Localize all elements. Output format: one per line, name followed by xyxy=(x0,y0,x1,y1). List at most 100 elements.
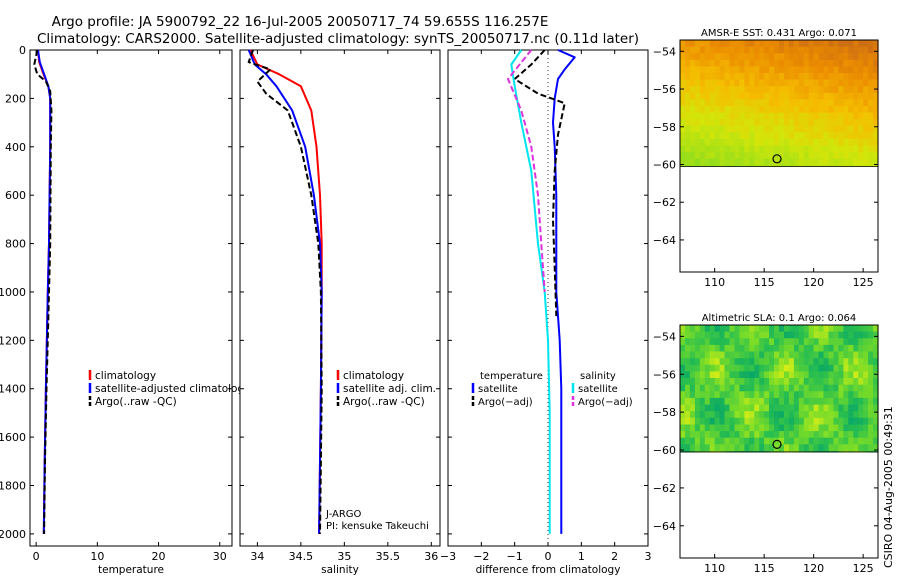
heatmap-cell xyxy=(843,391,849,399)
heatmap-cell xyxy=(788,417,795,425)
heatmap-cell xyxy=(680,384,686,392)
heatmap-cell xyxy=(779,417,785,425)
heatmap-cell xyxy=(714,66,721,74)
heatmap-cell xyxy=(734,331,740,339)
heatmap-cell xyxy=(724,46,731,54)
heatmap-cell xyxy=(803,444,810,452)
heatmap-cell xyxy=(868,158,874,166)
heatmap-cell xyxy=(704,378,711,386)
heatmap-cell xyxy=(788,397,795,406)
heatmap-cell xyxy=(709,444,716,452)
heatmap-cell xyxy=(803,404,810,412)
heatmap-cell xyxy=(788,139,795,147)
heatmap-cell xyxy=(739,86,745,94)
heatmap-cell xyxy=(774,351,780,359)
heatmap-cell xyxy=(828,397,835,406)
y-tick-label: 600 xyxy=(5,189,26,202)
heatmap-cell xyxy=(719,53,726,61)
heatmap-cell xyxy=(798,325,805,333)
heatmap-cell xyxy=(685,338,691,346)
heatmap-cell xyxy=(823,99,830,107)
heatmap-cell xyxy=(793,59,800,67)
heatmap-cell xyxy=(843,125,849,133)
y-tick-label: 1000 xyxy=(0,286,26,299)
heatmap-cell xyxy=(704,112,711,120)
heatmap-cell xyxy=(784,384,790,392)
heatmap-cell xyxy=(714,424,721,432)
heatmap-cell xyxy=(769,86,775,94)
heatmap-cell xyxy=(734,106,740,114)
heatmap-cell xyxy=(759,46,765,54)
heatmap-cell xyxy=(838,99,844,107)
heatmap-cell xyxy=(685,411,691,419)
heatmap-cell xyxy=(709,152,716,160)
heatmap-cell xyxy=(764,66,770,74)
heatmap-cell xyxy=(719,139,726,147)
heatmap-cell xyxy=(838,351,844,359)
heatmap-cell xyxy=(699,92,706,100)
heatmap-cell xyxy=(858,338,864,346)
heatmap-cell xyxy=(808,397,815,406)
heatmap-cell xyxy=(858,378,864,386)
heatmap-cell xyxy=(729,46,736,54)
heatmap-cell xyxy=(798,344,805,353)
heatmap-cell xyxy=(863,158,869,166)
heatmap-cell xyxy=(873,371,879,379)
heatmap-cell xyxy=(749,344,755,353)
heatmap-cell xyxy=(744,351,750,359)
heatmap-cell xyxy=(685,424,691,432)
heatmap-cell xyxy=(803,384,810,392)
heatmap-cell xyxy=(823,40,830,48)
heatmap-cell xyxy=(823,152,830,160)
heatmap-cell xyxy=(699,99,706,107)
heatmap-cell xyxy=(828,391,835,399)
heatmap-cell xyxy=(843,404,849,412)
heatmap-cell xyxy=(704,145,711,153)
heatmap-cell xyxy=(709,106,716,114)
heatmap-cell xyxy=(873,404,879,412)
heatmap-cell xyxy=(769,331,775,339)
heatmap-cell xyxy=(734,371,740,379)
heatmap-cell xyxy=(714,378,721,386)
heatmap-cell xyxy=(793,119,800,127)
heatmap-cell xyxy=(749,92,755,100)
heatmap-cell xyxy=(704,391,711,399)
heatmap-cell xyxy=(754,358,760,366)
heatmap-cell xyxy=(853,371,859,379)
heatmap-cell xyxy=(759,397,765,406)
heatmap-cell xyxy=(848,378,854,386)
heatmap-cell xyxy=(863,125,869,133)
heatmap-cell xyxy=(784,404,790,412)
heatmap-cell xyxy=(808,411,815,419)
heatmap-cell xyxy=(803,53,810,61)
heatmap-cell xyxy=(714,119,721,127)
heatmap-cell xyxy=(779,391,785,399)
heatmap-cell xyxy=(709,397,716,406)
heatmap-cell xyxy=(823,437,830,445)
heatmap-cell xyxy=(788,391,795,399)
heatmap-cell xyxy=(818,397,825,406)
heatmap-cell xyxy=(734,424,740,432)
heatmap-cell xyxy=(749,99,755,107)
heatmap-cell xyxy=(798,358,805,366)
heatmap-cell xyxy=(788,125,795,133)
heatmap-cell xyxy=(818,391,825,399)
heatmap-cell xyxy=(858,391,864,399)
heatmap-cell xyxy=(843,358,849,366)
heatmap-cell xyxy=(868,378,874,386)
heatmap-cell xyxy=(784,132,790,140)
heatmap-cell xyxy=(868,86,874,94)
heatmap-cell xyxy=(813,59,820,67)
heatmap-cell xyxy=(699,106,706,114)
heatmap-cell xyxy=(724,344,731,353)
heatmap-cell xyxy=(719,437,726,445)
heatmap-cell xyxy=(754,444,760,452)
heatmap-cell xyxy=(704,92,711,100)
heatmap-cell xyxy=(699,431,706,439)
heatmap-cell xyxy=(818,145,825,153)
heatmap-cell xyxy=(769,139,775,147)
heatmap-cell xyxy=(734,86,740,94)
heatmap-cell xyxy=(853,132,859,140)
heatmap-cell xyxy=(754,411,760,419)
heatmap-cell xyxy=(779,66,785,74)
